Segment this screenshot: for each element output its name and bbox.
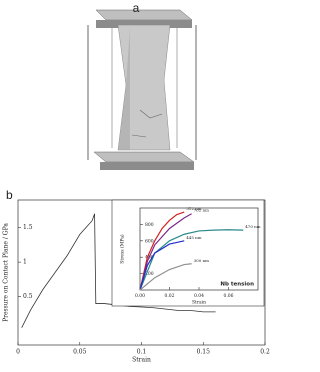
panel-label: b	[6, 188, 13, 202]
x-tick-label: 0.02	[164, 293, 174, 299]
x-tick-label: 0.06	[223, 293, 233, 299]
x-tick-label: 0	[16, 349, 20, 356]
x-tick-label: 0.15	[197, 349, 211, 356]
x-tick-label: 0.04	[194, 293, 204, 299]
y-tick-label: 1.5	[23, 224, 33, 231]
data-line	[139, 263, 192, 291]
x-tick-label: 0.1	[137, 349, 147, 356]
x-tick-label: 0.00	[135, 293, 145, 299]
x-tick-label: 0.05	[73, 349, 87, 356]
data-line	[139, 211, 185, 291]
y-tick-label: 200	[145, 271, 154, 277]
data-line	[21, 213, 216, 328]
panel-label: a	[133, 1, 140, 15]
x-axis-label: Strain	[132, 357, 151, 364]
inset-title: Nb tension	[220, 282, 254, 288]
specimen-render	[87, 9, 197, 170]
data-line	[139, 213, 192, 291]
x-tick-label: 0.2	[260, 349, 270, 356]
x-axis-label: Strain	[192, 300, 206, 306]
series-label: 300 nm	[194, 258, 209, 263]
inset-background	[111, 199, 265, 307]
y-tick-label: 800	[145, 222, 154, 228]
y-axis-label: Stress (MPa)	[119, 234, 126, 264]
series-label: 445 nm	[186, 235, 201, 240]
figure: a b 0 0.05 0.1 0.15 0.2 0.5 1 1.5 Strain Pressure…	[3, 1, 270, 364]
y-tick-label: 0.5	[23, 293, 33, 300]
series-label: 312 nm	[186, 206, 201, 211]
series-label: 762 nm	[194, 208, 209, 213]
data-line	[139, 240, 185, 291]
series-label: 470 nm	[245, 224, 260, 229]
y-tick-label: 1	[23, 259, 27, 266]
y-axis-label: Pressure on Contact Plane / GPa	[3, 223, 10, 322]
y-tick-label: 600	[145, 238, 154, 244]
